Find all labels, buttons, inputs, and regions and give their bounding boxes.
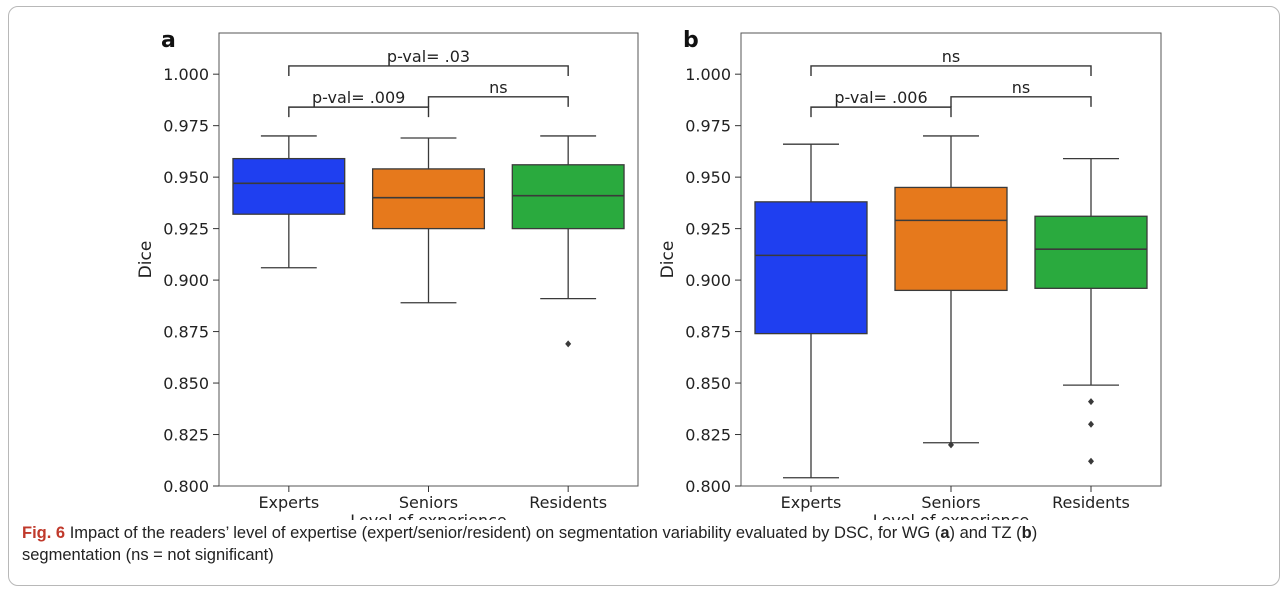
iqr-box: [894, 186, 1008, 292]
figure-caption: Fig. 6 Impact of the readers’ level of e…: [22, 522, 1267, 566]
y-tick-label: 0.975: [163, 117, 209, 136]
y-tick-label: 0.900: [685, 271, 731, 290]
significance-bracket: [288, 106, 430, 118]
significance-bracket: [810, 65, 1092, 76]
y-tick-label: 0.875: [163, 323, 209, 342]
panel-a: 0.800 0.825 0.850 0.875 0.900 0.925 0.950 0.975…: [136, 28, 639, 520]
iqr-box: [371, 168, 486, 230]
y-tick-label: 0.850: [163, 374, 209, 393]
significance-label: p-val= .03: [387, 47, 470, 66]
x-tick-label: Experts: [258, 493, 319, 512]
box-residents: [511, 135, 625, 348]
x-tick-label: Residents: [529, 493, 607, 512]
x-tick-label: Residents: [1052, 493, 1130, 512]
x-axis-label: Level of experience: [873, 511, 1030, 520]
y-tick-label: 0.900: [163, 271, 209, 290]
significance-label: p-val= .006: [834, 88, 927, 107]
y-tick-label: 0.925: [163, 220, 209, 239]
y-tick-label: 0.800: [685, 477, 731, 496]
significance-label: p-val= .009: [312, 88, 405, 107]
x-axis-label: Level of experience: [350, 511, 507, 520]
figure-plots: 0.800 0.825 0.850 0.875 0.900 0.925 0.950 0.975…: [136, 28, 1162, 520]
box-residents: [1034, 157, 1148, 465]
iqr-box: [1034, 215, 1148, 289]
y-tick-label: 0.975: [685, 117, 731, 136]
y-axis-label: Dice: [136, 241, 156, 279]
significance-bracket: [950, 96, 1092, 107]
x-tick-label: Seniors: [921, 493, 980, 512]
outlier-point: [565, 340, 572, 348]
caption-bold-b: b: [1021, 524, 1032, 542]
caption-text-4: segmentation (ns = not significant): [22, 546, 274, 564]
x-tick-label: Seniors: [399, 493, 458, 512]
y-tick-label: 0.950: [685, 168, 731, 187]
y-tick-label: 0.850: [685, 374, 731, 393]
y-tick-label: 0.825: [685, 426, 731, 445]
y-tick-label: 0.875: [685, 323, 731, 342]
caption-fig-label: Fig. 6: [22, 524, 66, 542]
significance-bracket: [427, 96, 569, 107]
significance-label: ns: [489, 78, 507, 97]
y-tick-label: 0.925: [685, 220, 731, 239]
panel-label: b: [683, 28, 699, 53]
y-tick-label: 1.000: [163, 65, 209, 84]
y-tick-label: 1.000: [685, 65, 731, 84]
box-experts: [232, 135, 346, 269]
significance-label: ns: [942, 47, 960, 66]
panel-label: a: [161, 28, 176, 53]
box-seniors: [894, 135, 1008, 449]
y-tick-label: 0.950: [163, 168, 209, 187]
significance-label: ns: [1012, 78, 1030, 97]
significance-bracket: [288, 65, 569, 76]
y-tick-label: 0.825: [163, 426, 209, 445]
iqr-box: [754, 201, 868, 335]
outlier-point: [1088, 420, 1094, 428]
caption-text-2: ) and TZ (: [949, 524, 1022, 542]
iqr-box: [232, 157, 346, 215]
caption-text-3: ): [1031, 524, 1038, 542]
figure-frame: [8, 6, 1280, 586]
iqr-box: [511, 164, 625, 230]
y-tick-label: 0.800: [163, 477, 209, 496]
outlier-point: [1088, 457, 1094, 465]
significance-bracket: [810, 106, 952, 118]
x-tick-label: Experts: [781, 493, 842, 512]
box-seniors: [371, 137, 486, 304]
panel-b: 0.800 0.825 0.850 0.875 0.900 0.925 0.950 0.975…: [658, 28, 1162, 520]
outlier-point: [948, 441, 954, 449]
box-experts: [754, 143, 868, 479]
y-axis-label: Dice: [658, 241, 678, 279]
caption-text-1: Impact of the readers’ level of expertis…: [69, 524, 941, 542]
outlier-point: [1088, 398, 1094, 406]
caption-bold-a: a: [940, 524, 950, 542]
